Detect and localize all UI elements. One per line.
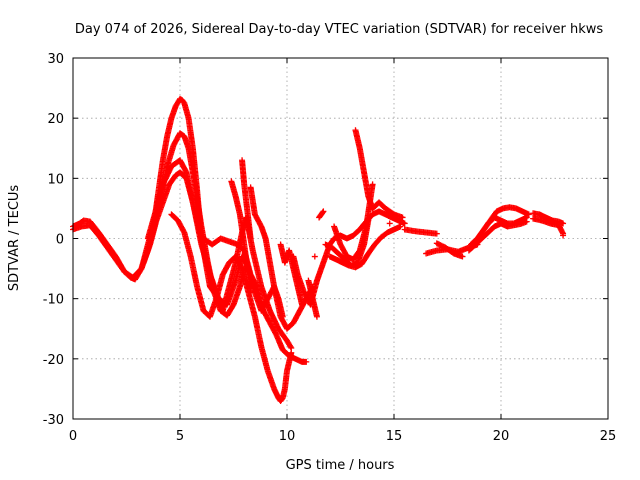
x-tick-label: 25 xyxy=(600,429,617,444)
y-tick-label: 20 xyxy=(47,112,64,127)
series-track-18 xyxy=(316,208,327,221)
y-axis-label: SDTVAR / TECUs xyxy=(7,185,22,292)
data-point xyxy=(525,211,532,218)
series-track-24 xyxy=(465,218,530,254)
data-point xyxy=(320,208,327,215)
data-point xyxy=(560,232,567,239)
x-tick-label: 15 xyxy=(386,429,403,444)
data-point xyxy=(247,289,254,296)
data-point xyxy=(247,235,254,242)
data-marks xyxy=(70,95,567,404)
chart-title: Day 074 of 2026, Sidereal Day-to-day VTE… xyxy=(75,22,604,37)
data-point xyxy=(311,253,318,260)
series-track-19 xyxy=(401,226,440,237)
x-tick-label: 20 xyxy=(493,429,510,444)
series-outliers xyxy=(311,220,567,260)
data-point xyxy=(401,220,408,227)
y-tick-label: 0 xyxy=(56,233,64,248)
data-point xyxy=(386,220,393,227)
series-track-14 xyxy=(352,127,406,221)
data-point xyxy=(560,220,567,227)
series-track-15 xyxy=(331,181,376,263)
series-track-20 xyxy=(423,241,481,257)
data-point xyxy=(397,223,404,230)
grid xyxy=(73,58,608,419)
series-track-16 xyxy=(326,223,404,271)
data-point xyxy=(369,181,376,188)
axis-ticks: 0 5 10 15 20 25 -30 -20 -10 0 10 20 30 xyxy=(43,52,617,444)
y-tick-label: -10 xyxy=(43,293,64,308)
x-tick-label: 5 xyxy=(176,429,184,444)
data-point xyxy=(399,214,406,221)
x-axis-label: GPS time / hours xyxy=(286,458,395,473)
data-point xyxy=(459,253,466,260)
data-point xyxy=(298,301,305,308)
x-tick-label: 10 xyxy=(279,429,296,444)
series-track-9 xyxy=(247,184,286,320)
y-tick-label: -30 xyxy=(43,413,64,428)
series-track-25 xyxy=(530,210,567,227)
series-track-10 xyxy=(277,241,305,308)
data-point xyxy=(287,343,294,350)
data-point xyxy=(523,218,530,225)
series-track-8 xyxy=(239,157,254,242)
series-track-17 xyxy=(305,277,320,320)
data-point xyxy=(303,358,310,365)
data-point xyxy=(433,230,440,237)
series-track-21 xyxy=(433,240,466,260)
data-point xyxy=(279,313,286,320)
x-tick-label: 0 xyxy=(69,429,77,444)
y-tick-label: -20 xyxy=(43,353,64,368)
y-tick-label: 10 xyxy=(47,172,64,187)
data-point xyxy=(319,209,326,216)
plot-frame xyxy=(72,57,609,420)
data-point xyxy=(313,313,320,320)
series-track-7 xyxy=(228,178,254,296)
y-tick-label: 30 xyxy=(47,52,64,67)
series-track-26 xyxy=(530,215,567,237)
